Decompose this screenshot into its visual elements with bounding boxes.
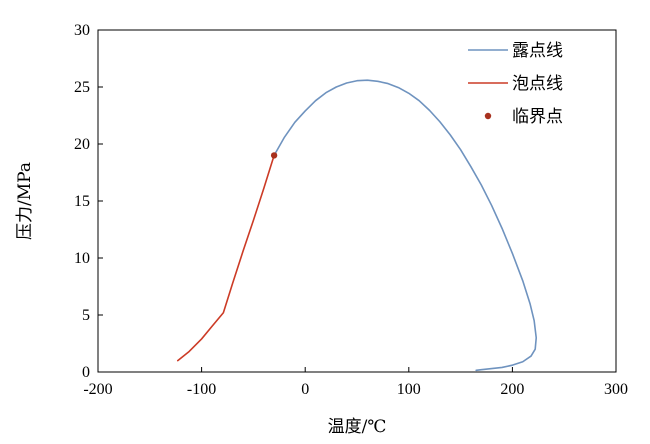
y-tick-label: 20 — [74, 136, 90, 153]
critical-point-marker — [270, 152, 278, 159]
y-tick-label: 30 — [74, 22, 90, 39]
y-tick-label: 0 — [82, 364, 90, 381]
axes: -200 -100 0 100 200 300 0 5 10 15 20 25 30 — [74, 22, 628, 398]
x-tick-label: 100 — [397, 381, 421, 398]
x-tick-label: -100 — [187, 381, 216, 398]
legend-swatch-2 — [484, 112, 492, 120]
y-tick-label: 10 — [74, 250, 90, 267]
series-line-0 — [273, 79, 538, 372]
legend-label-1: 泡点线 — [512, 74, 563, 94]
legend-label-2: 临界点 — [512, 107, 563, 127]
x-tick-label: 0 — [301, 381, 309, 398]
x-tick-label: -200 — [83, 381, 112, 398]
x-axis-title: 温度/℃ — [328, 417, 387, 437]
plot-area — [176, 79, 538, 372]
y-tick-label: 15 — [74, 193, 90, 210]
y-tick-label: 5 — [82, 307, 90, 324]
legend-label-0: 露点线 — [512, 41, 563, 61]
x-tick-label: 300 — [604, 381, 628, 398]
y-tick-label: 25 — [74, 79, 90, 96]
x-tick-label: 200 — [500, 381, 524, 398]
y-axis-title: 压力/MPa — [15, 162, 35, 240]
series-line-1 — [176, 154, 275, 362]
